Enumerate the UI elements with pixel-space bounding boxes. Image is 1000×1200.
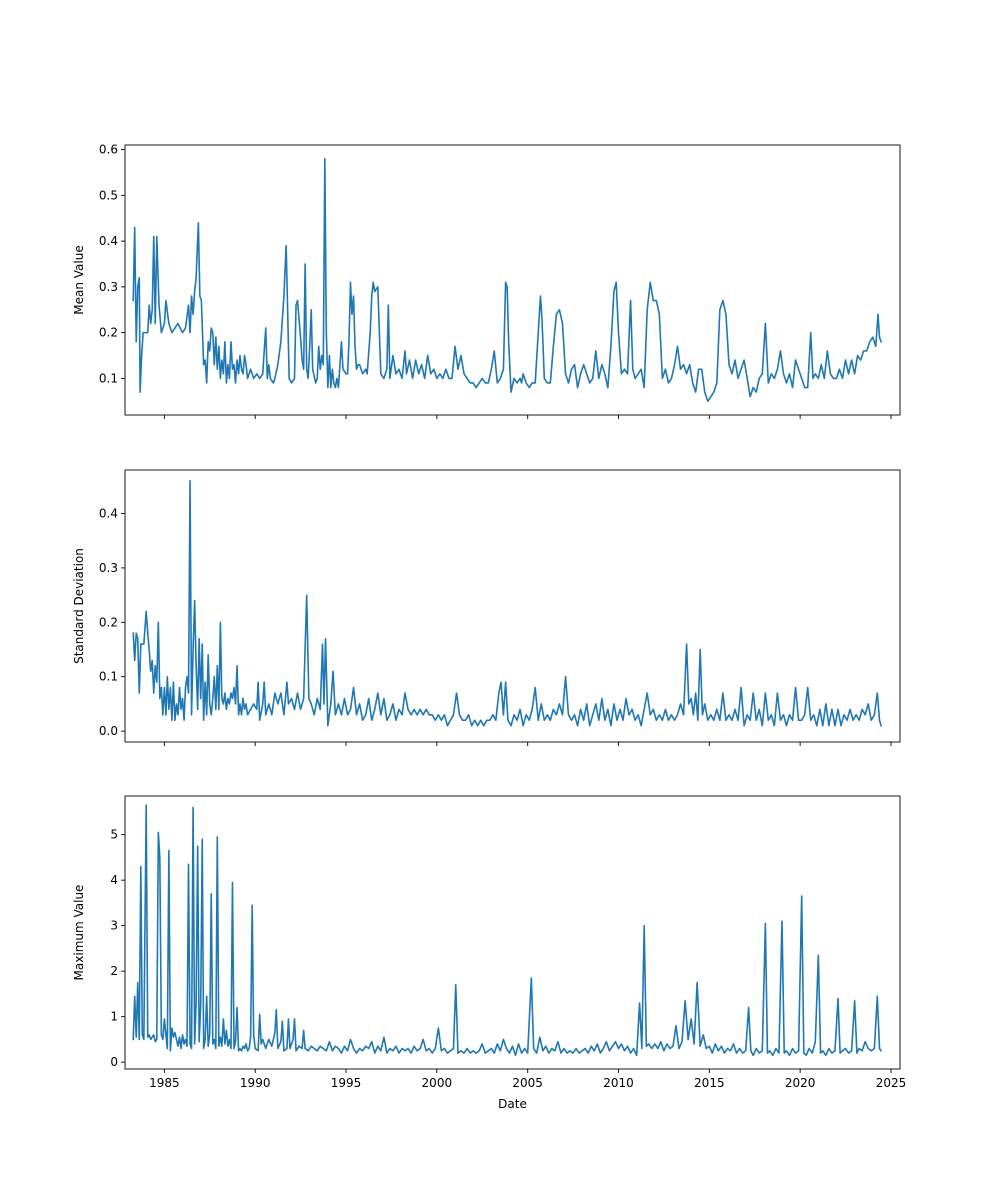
y-tick-label: 5: [110, 828, 118, 842]
y-tick-label: 0.3: [99, 280, 118, 294]
y-tick-label: 0.5: [99, 188, 118, 202]
y-tick-label: 2: [110, 964, 118, 978]
y-axis-label: Standard Deviation: [72, 548, 86, 664]
y-tick-label: 0.0: [99, 724, 118, 738]
y-tick-label: 0.3: [99, 561, 118, 575]
subplot-standard-deviation: 0.0 0.1 0.2 0.3 0.4 Standard Deviation: [72, 469, 901, 746]
series-line: [132, 804, 883, 1057]
x-tick-label: 2015: [694, 1076, 725, 1090]
y-tick-label: 1: [110, 1010, 118, 1024]
y-axis-label: Maximum Value: [72, 885, 86, 981]
y-axis-label: Mean Value: [72, 245, 86, 314]
axes-frame: [124, 144, 901, 416]
x-tick-label: 1995: [331, 1076, 362, 1090]
subplot-mean-value: 0.1 0.2 0.3 0.4 0.5 0.6 Mean Value: [72, 143, 901, 419]
y-tick-label: 0.4: [99, 507, 118, 521]
x-tick-label: 2020: [785, 1076, 816, 1090]
x-tick-label: 2005: [512, 1076, 543, 1090]
y-tick-label: 0.4: [99, 234, 118, 248]
axes-frame: [124, 469, 901, 743]
x-tick-label: 2000: [422, 1076, 453, 1090]
y-tick-label: 0.6: [99, 143, 118, 157]
y-tick-label: 0.1: [99, 371, 118, 385]
y-tick-label: 0.1: [99, 670, 118, 684]
subplot-maximum-value: 0 1 2 3 4 5 1985 1990 1995 2000 2005 2010 2015 2020 20…: [72, 795, 907, 1111]
series-line: [132, 157, 883, 403]
x-tick-label: 1990: [240, 1076, 271, 1090]
series-line: [132, 480, 883, 727]
y-tick-label: 3: [110, 919, 118, 933]
axes-frame: [124, 795, 901, 1070]
y-tick-label: 4: [110, 873, 118, 887]
y-tick-label: 0.2: [99, 326, 118, 340]
x-axis-label: Date: [498, 1097, 527, 1111]
y-tick-label: 0: [110, 1055, 118, 1069]
x-tick-label: 2025: [876, 1076, 907, 1090]
y-tick-label: 0.2: [99, 615, 118, 629]
x-tick-label: 1985: [149, 1076, 180, 1090]
x-tick-label: 2010: [603, 1076, 634, 1090]
